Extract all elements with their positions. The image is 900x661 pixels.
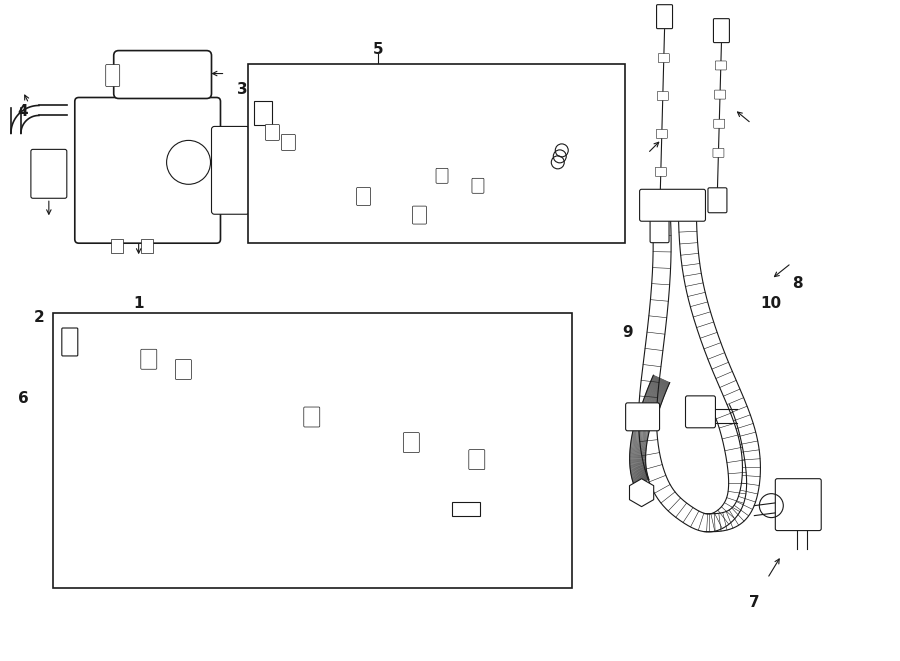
- FancyBboxPatch shape: [212, 126, 249, 214]
- FancyBboxPatch shape: [650, 217, 669, 243]
- Bar: [255, 102, 273, 126]
- Text: 6: 6: [17, 391, 28, 407]
- FancyBboxPatch shape: [715, 90, 725, 99]
- FancyBboxPatch shape: [403, 433, 419, 453]
- FancyBboxPatch shape: [75, 97, 220, 243]
- FancyBboxPatch shape: [714, 119, 724, 128]
- FancyBboxPatch shape: [655, 167, 666, 176]
- FancyBboxPatch shape: [105, 65, 120, 87]
- FancyBboxPatch shape: [412, 206, 427, 224]
- Text: 4: 4: [18, 104, 28, 119]
- FancyBboxPatch shape: [304, 407, 320, 427]
- FancyBboxPatch shape: [626, 403, 660, 431]
- FancyBboxPatch shape: [266, 124, 279, 140]
- Text: 1: 1: [133, 295, 144, 311]
- Bar: [53, 313, 572, 588]
- Text: 2: 2: [33, 309, 44, 325]
- FancyBboxPatch shape: [436, 169, 448, 183]
- Text: 10: 10: [760, 295, 782, 311]
- FancyBboxPatch shape: [469, 449, 485, 469]
- Text: 5: 5: [373, 42, 383, 57]
- Bar: [452, 502, 480, 516]
- Bar: [111, 239, 122, 253]
- FancyBboxPatch shape: [62, 328, 77, 356]
- Text: 7: 7: [749, 595, 760, 610]
- FancyBboxPatch shape: [686, 396, 716, 428]
- FancyBboxPatch shape: [657, 91, 669, 100]
- FancyBboxPatch shape: [356, 188, 371, 206]
- FancyBboxPatch shape: [640, 189, 706, 221]
- Text: 8: 8: [792, 276, 803, 291]
- FancyBboxPatch shape: [716, 61, 726, 70]
- FancyBboxPatch shape: [657, 5, 672, 28]
- FancyBboxPatch shape: [775, 479, 821, 531]
- Text: 9: 9: [622, 325, 633, 340]
- FancyBboxPatch shape: [658, 54, 670, 63]
- FancyBboxPatch shape: [714, 19, 729, 42]
- FancyBboxPatch shape: [140, 349, 157, 369]
- Bar: [140, 239, 153, 253]
- FancyBboxPatch shape: [31, 149, 67, 198]
- FancyBboxPatch shape: [713, 148, 724, 157]
- FancyBboxPatch shape: [176, 360, 192, 379]
- Bar: [248, 63, 625, 243]
- FancyBboxPatch shape: [472, 178, 484, 193]
- Text: 3: 3: [237, 82, 248, 97]
- FancyBboxPatch shape: [656, 130, 667, 138]
- FancyBboxPatch shape: [282, 134, 295, 151]
- FancyBboxPatch shape: [708, 188, 727, 213]
- FancyBboxPatch shape: [113, 51, 212, 98]
